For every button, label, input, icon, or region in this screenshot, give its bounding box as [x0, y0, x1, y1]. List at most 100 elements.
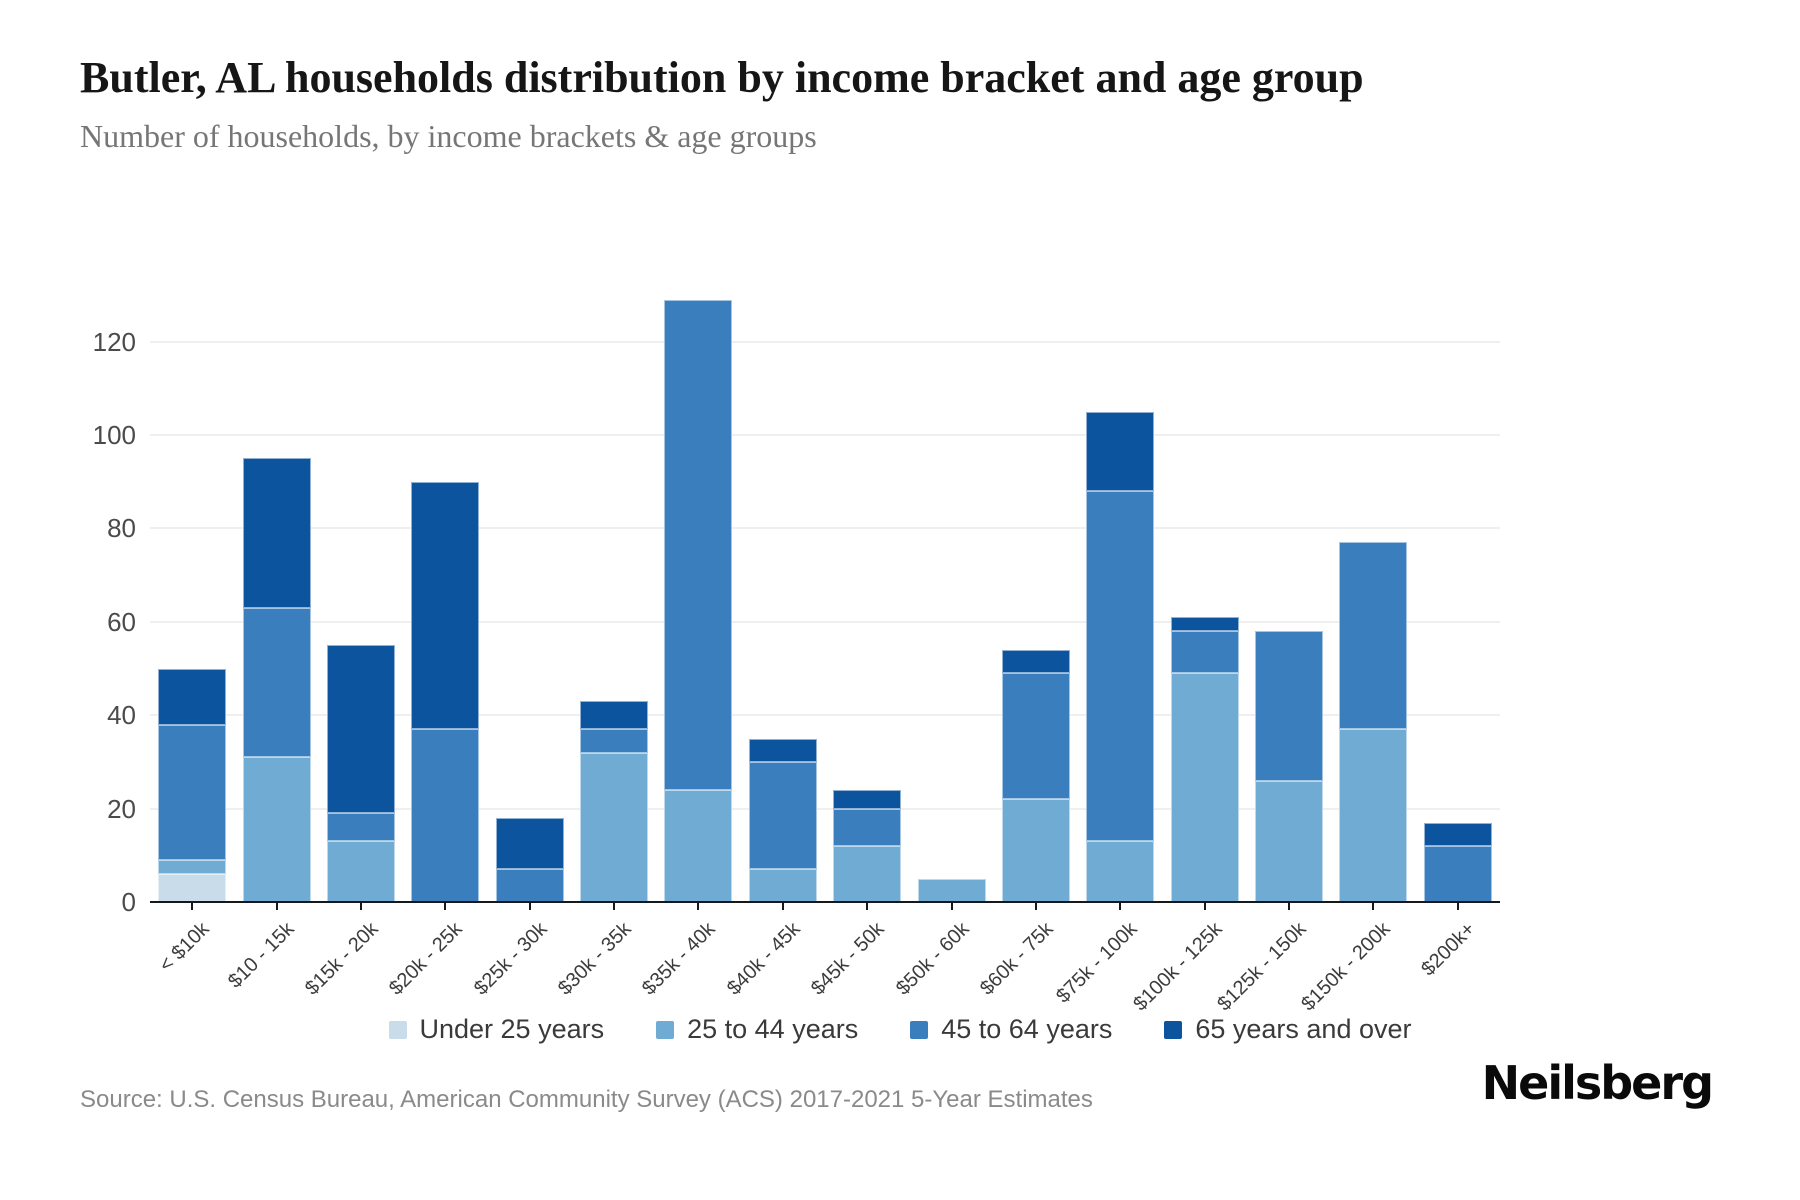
legend-item[interactable]: 25 to 44 years: [656, 1014, 858, 1045]
legend-swatch-icon: [388, 1020, 407, 1039]
x-axis-tick: [1372, 903, 1375, 910]
bar-segment[interactable]: [833, 789, 902, 809]
bar-segment[interactable]: [242, 607, 311, 758]
bar-segment[interactable]: [1339, 729, 1408, 902]
bar-segment[interactable]: [1255, 631, 1324, 781]
gridline: [150, 434, 1500, 436]
gridline: [150, 620, 1500, 623]
bar-segment[interactable]: [1170, 617, 1239, 632]
x-axis-line: [150, 901, 1500, 903]
bar-segment[interactable]: [833, 808, 902, 846]
bar-segment[interactable]: [242, 458, 311, 608]
y-axis-tick-label: 100: [92, 420, 136, 450]
bar-segment[interactable]: [917, 878, 986, 902]
legend-label: 65 years and over: [1195, 1014, 1412, 1044]
gridline: [150, 807, 1500, 810]
x-axis-tick: [444, 903, 447, 910]
x-axis-tick-label: $40k - 45k: [722, 918, 805, 1000]
bar-segment[interactable]: [495, 869, 564, 902]
y-axis-tick-label: 0: [121, 887, 136, 917]
x-axis-tick: [528, 903, 531, 910]
x-axis-tick-label: $100k - 125k: [1128, 918, 1227, 1016]
bar-segment[interactable]: [664, 789, 733, 902]
x-axis-tick-label: $50k - 60k: [891, 918, 974, 1000]
x-axis-tick: [866, 903, 869, 910]
x-axis-tick-label: $15k - 20k: [300, 918, 383, 1000]
x-axis-tick-label: $10 - 15k: [223, 918, 299, 993]
bar-segment[interactable]: [1086, 841, 1155, 902]
x-axis-tick-label: $20k - 25k: [385, 918, 467, 1000]
x-axis-tick-label: $60k - 75k: [975, 918, 1058, 1000]
bar-segment[interactable]: [748, 869, 817, 902]
bar-segment[interactable]: [1170, 631, 1239, 674]
bar-segment[interactable]: [158, 873, 227, 902]
bar-segment[interactable]: [1086, 491, 1155, 842]
bar-segment[interactable]: [1086, 411, 1155, 492]
x-axis-tick: [1456, 903, 1459, 910]
y-axis-tick-label: 40: [107, 700, 136, 731]
legend: Under 25 years 25 to 44 years 45 to 64 yea…: [0, 1014, 1800, 1045]
legend-label: 25 to 44 years: [687, 1014, 859, 1044]
bar-segment[interactable]: [242, 757, 311, 902]
x-axis-tick: [275, 903, 278, 910]
x-axis-tick-label: $75k - 100k: [1052, 918, 1142, 1008]
bar-segment[interactable]: [158, 859, 227, 874]
bar-segment[interactable]: [1001, 673, 1070, 800]
x-axis-tick: [1119, 903, 1122, 910]
x-axis-tick-label: $150k - 200k: [1297, 918, 1395, 1016]
bar-segment[interactable]: [1001, 799, 1070, 902]
bar-segment[interactable]: [411, 481, 480, 730]
legend-swatch-icon: [656, 1020, 675, 1039]
bar-segment[interactable]: [580, 729, 649, 753]
bar-segment[interactable]: [1001, 649, 1070, 674]
bar-segment[interactable]: [1170, 673, 1239, 902]
gridline: [150, 527, 1500, 530]
chart-subtitle: Number of households, by income brackets…: [80, 118, 817, 154]
bar-segment[interactable]: [158, 668, 227, 725]
x-axis-tick: [781, 903, 784, 910]
x-axis-tick-label: $30k - 35k: [554, 918, 636, 1000]
bar-segment[interactable]: [1423, 822, 1492, 846]
x-axis-tick: [1288, 903, 1291, 910]
bar-segment[interactable]: [833, 845, 902, 902]
legend-item[interactable]: Under 25 years: [388, 1014, 605, 1045]
bar-segment[interactable]: [580, 752, 649, 902]
x-axis-tick: [1034, 903, 1037, 910]
bar-segment[interactable]: [748, 761, 817, 870]
gridline: [150, 714, 1500, 717]
x-axis-tick: [950, 903, 953, 910]
x-axis-tick: [697, 903, 700, 910]
bar-segment[interactable]: [1339, 542, 1408, 730]
y-axis-tick-label: 80: [107, 513, 136, 544]
bar-segment[interactable]: [411, 729, 480, 902]
y-axis-tick-label: 60: [107, 606, 136, 637]
bar-segment[interactable]: [326, 645, 395, 814]
bar-segment[interactable]: [748, 738, 817, 762]
legend-item[interactable]: 45 to 64 years: [910, 1014, 1112, 1045]
x-axis-tick-label: $35k - 40k: [638, 918, 720, 1000]
x-axis-tick-label: $125k - 150k: [1213, 918, 1311, 1016]
legend-label: 45 to 64 years: [941, 1014, 1113, 1044]
chart-title: Butler, AL households distribution by in…: [80, 53, 1364, 102]
bar-segment[interactable]: [326, 813, 395, 842]
bar-segment[interactable]: [580, 701, 649, 730]
bar-segment[interactable]: [1255, 780, 1324, 902]
bar-segment[interactable]: [158, 724, 227, 860]
legend-swatch-icon: [910, 1020, 929, 1039]
bar-segment[interactable]: [495, 817, 564, 870]
bar-segment[interactable]: [664, 299, 733, 790]
y-axis-tick-label: 120: [92, 326, 136, 357]
bar-segment[interactable]: [326, 841, 395, 902]
x-axis-tick: [191, 903, 194, 910]
legend-swatch-icon: [1164, 1020, 1183, 1039]
legend-label: Under 25 years: [419, 1014, 605, 1044]
bar-segment[interactable]: [1423, 845, 1492, 902]
gridline: [150, 340, 1500, 343]
legend-item[interactable]: 65 years and over: [1164, 1014, 1412, 1045]
x-axis-tick-label: $25k - 30k: [469, 918, 552, 1000]
x-axis-tick: [359, 903, 362, 910]
x-axis-tick-label: $200k+: [1417, 918, 1480, 981]
x-axis-tick: [1203, 903, 1206, 910]
